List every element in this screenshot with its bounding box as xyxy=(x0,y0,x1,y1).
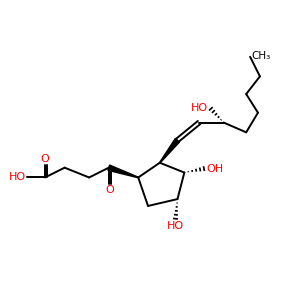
Polygon shape xyxy=(160,139,180,163)
Polygon shape xyxy=(108,165,138,178)
Text: O: O xyxy=(40,154,50,164)
Text: HO: HO xyxy=(167,221,184,231)
Text: OH: OH xyxy=(206,164,223,174)
Text: CH₃: CH₃ xyxy=(251,51,270,61)
Text: O: O xyxy=(105,185,114,195)
Text: HO: HO xyxy=(9,172,26,182)
Text: HO: HO xyxy=(191,103,208,113)
